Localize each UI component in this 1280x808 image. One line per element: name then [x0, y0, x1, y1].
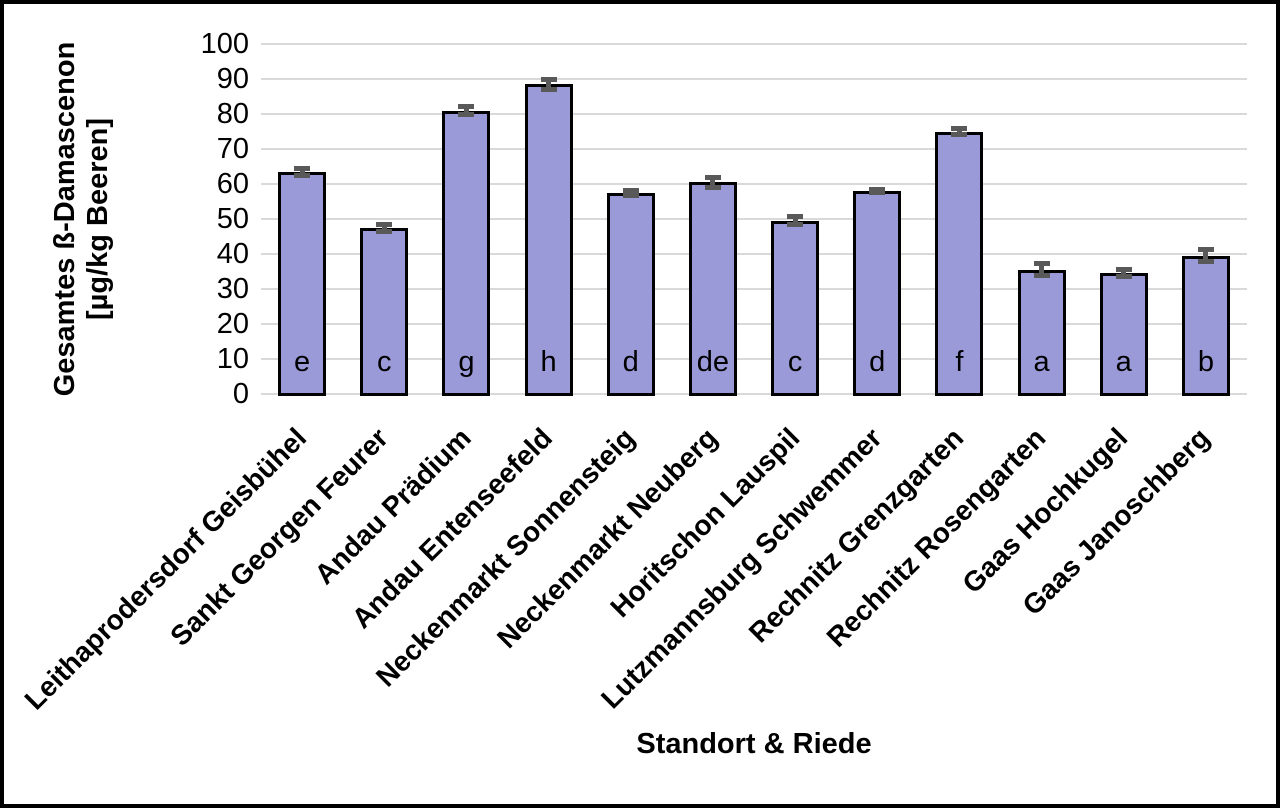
y-tick-label: 50: [216, 203, 249, 235]
error-bar-line: [299, 167, 305, 176]
gridline: [261, 358, 1247, 360]
bar: [688, 182, 737, 396]
error-bar-line: [463, 105, 469, 116]
error-bar-line: [546, 79, 552, 90]
error-bar-line: [1039, 263, 1045, 277]
y-tick-label: 30: [216, 273, 249, 305]
significance-letter: de: [696, 346, 730, 378]
error-bar-cap-top: [869, 186, 886, 192]
error-bar-cap-bottom: [540, 86, 557, 92]
significance-letter: b: [1197, 346, 1214, 378]
gridline: [261, 43, 1247, 45]
y-tick-label: 70: [216, 133, 249, 165]
bar: [853, 191, 902, 396]
gridline: [261, 148, 1247, 150]
gridline: [261, 218, 1247, 220]
y-axis-title: Gesamtes ß-Damascenon [µg/kg Beeren]: [49, 4, 119, 439]
y-tick-label: 0: [232, 378, 249, 410]
y-tick-label: 40: [216, 238, 249, 270]
gridline: [261, 393, 1247, 395]
significance-letter: c: [787, 346, 803, 378]
bar: [360, 227, 409, 396]
error-bar-cap-top: [458, 103, 475, 109]
error-bar-line: [710, 177, 716, 188]
error-bar-cap-top: [704, 175, 721, 180]
y-axis-title-line2: [µg/kg Beeren]: [82, 117, 115, 321]
error-bar-line: [381, 223, 387, 232]
error-bar-line: [792, 216, 798, 226]
y-tick-label: 90: [216, 63, 249, 95]
error-bar-cap-bottom: [1033, 273, 1050, 279]
y-tick-label: 20: [216, 308, 249, 340]
y-tick-label: 60: [216, 168, 249, 200]
significance-letter: h: [540, 346, 557, 378]
gridline: [261, 288, 1247, 290]
bar: [1099, 273, 1148, 396]
error-bar-cap-bottom: [622, 192, 639, 198]
significance-letter: d: [622, 346, 639, 378]
error-bar-cap-bottom: [704, 184, 721, 190]
bar: [1017, 269, 1066, 396]
significance-letter: a: [1115, 346, 1132, 378]
error-bar-cap-bottom: [294, 172, 311, 178]
error-bar-cap-top: [787, 214, 804, 220]
y-tick-label: 80: [216, 98, 249, 130]
gridline: [261, 113, 1247, 115]
gridline: [261, 323, 1247, 325]
gridline: [261, 183, 1247, 185]
significance-letter: c: [377, 346, 392, 378]
bar: [771, 220, 820, 396]
error-bar-cap-top: [294, 165, 311, 171]
error-bar-cap-bottom: [951, 132, 968, 137]
x-axis-title: Standort & Riede: [636, 728, 872, 760]
bar: [278, 171, 327, 396]
bar: [1181, 255, 1230, 396]
error-bar-cap-top: [376, 221, 393, 227]
gridline: [261, 253, 1247, 255]
error-bar-cap-top: [540, 77, 557, 82]
error-bar-cap-bottom: [869, 190, 886, 196]
gridline: [261, 78, 1247, 80]
error-bar-line: [1203, 249, 1209, 263]
error-bar-cap-top: [1033, 261, 1050, 267]
error-bar-cap-top: [951, 126, 968, 131]
error-bar-cap-top: [1197, 247, 1214, 253]
y-tick-label: 10: [216, 343, 249, 375]
error-bar-cap-bottom: [376, 228, 393, 234]
significance-letter: e: [294, 346, 311, 378]
error-bar-line: [956, 128, 962, 135]
y-axis-title-line1: Gesamtes ß-Damascenon: [49, 41, 81, 397]
error-bar-cap-top: [1115, 267, 1132, 273]
significance-letter: a: [1033, 346, 1050, 378]
error-bar-cap-bottom: [458, 112, 475, 118]
bar: [935, 131, 984, 396]
y-tick-label: 100: [200, 28, 249, 60]
error-bar-cap-bottom: [1197, 259, 1214, 265]
significance-letter: d: [869, 346, 886, 378]
error-bar-cap-bottom: [787, 222, 804, 228]
error-bar-cap-bottom: [1115, 274, 1132, 280]
bar: [524, 84, 573, 396]
significance-letter: g: [458, 346, 475, 378]
error-bar-cap-top: [622, 187, 639, 193]
error-bar-line: [1121, 269, 1127, 278]
significance-letter: f: [955, 346, 964, 378]
